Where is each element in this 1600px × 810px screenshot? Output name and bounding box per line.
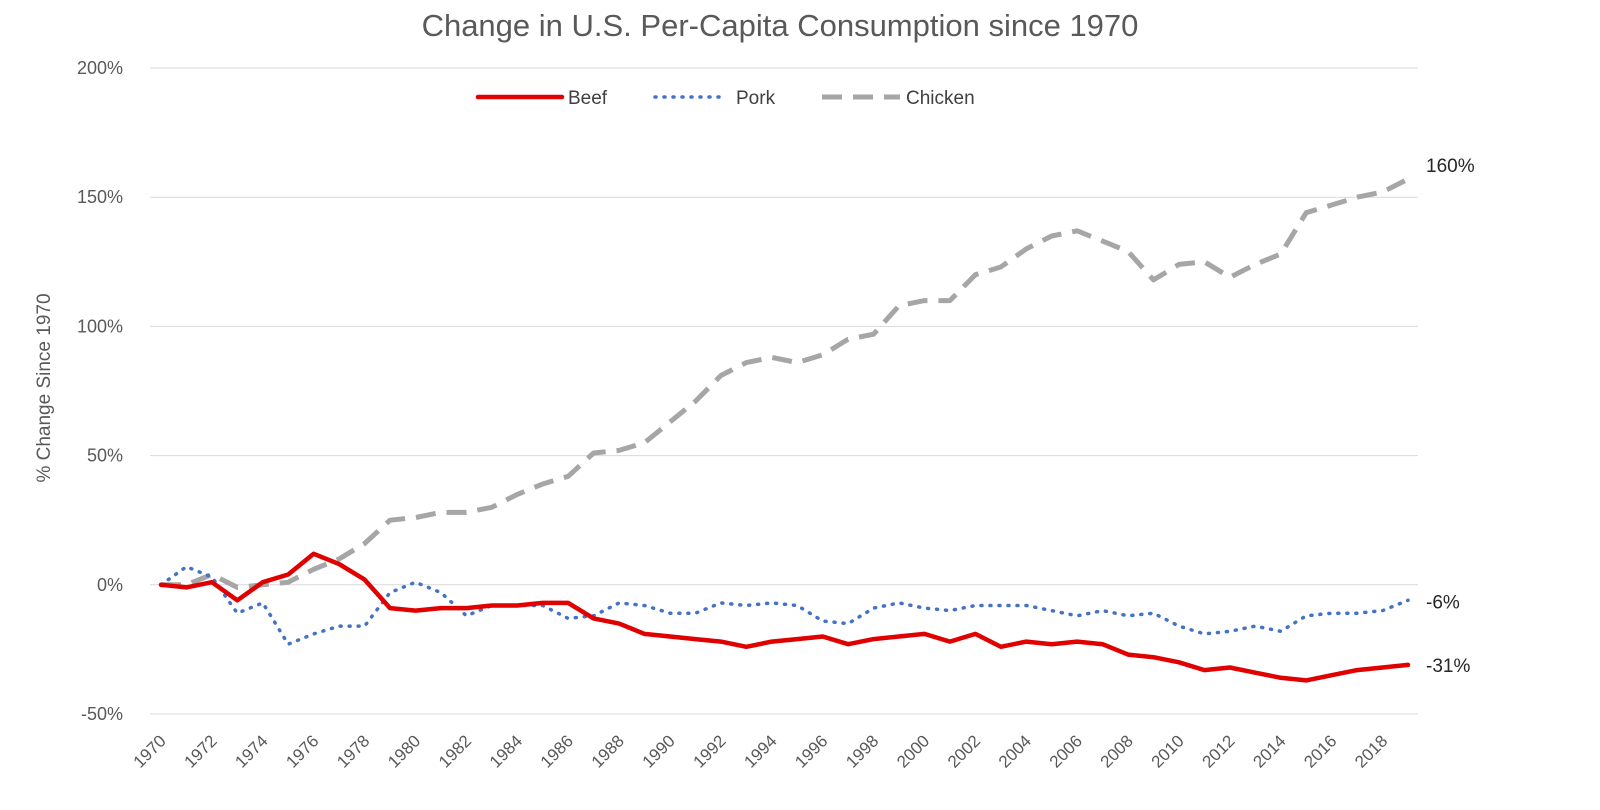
x-tick-label: 2010 (1148, 731, 1188, 771)
series-line-beef (158, 551, 1411, 683)
x-tick-label: 1982 (435, 731, 475, 771)
x-tick-label: 1994 (740, 731, 780, 771)
x-tick-label: 2004 (995, 731, 1035, 771)
legend-label-beef: Beef (568, 88, 608, 109)
x-tick-label: 1990 (639, 731, 679, 771)
y-axis-label: % Change Since 1970 (34, 293, 55, 482)
legend-label-pork: Pork (736, 88, 776, 109)
x-tick-label: 1988 (588, 731, 628, 771)
x-tick-label: 1992 (690, 731, 730, 771)
gridlines (150, 67, 1418, 715)
x-tick-label: 1978 (333, 731, 373, 771)
x-tick-label: 1972 (181, 731, 221, 771)
series-line-chicken (161, 176, 1410, 590)
x-tick-label: 1986 (537, 731, 577, 771)
y-tick-label: 0% (97, 575, 123, 595)
x-tick-label: 2006 (1046, 731, 1086, 771)
end-labels: -31% -6% 160% (1426, 156, 1475, 677)
x-tick-label: 2012 (1199, 731, 1239, 771)
x-tick-label: 2008 (1097, 731, 1137, 771)
x-tick-label: 2002 (944, 731, 984, 771)
end-label-chicken: 160% (1426, 156, 1475, 177)
y-tick-label: 50% (87, 446, 123, 466)
x-tick-label: 2016 (1300, 731, 1340, 771)
legend: Beef Pork Chicken (475, 88, 975, 109)
series-line-pork (159, 564, 1410, 646)
x-tick-label: 1974 (231, 731, 271, 771)
x-tick-label: 2000 (893, 731, 933, 771)
x-tick-label: 1984 (486, 731, 526, 771)
x-tick-label: 1980 (384, 731, 424, 771)
x-tick-label: 2014 (1249, 731, 1289, 771)
x-tick-label: 1976 (282, 731, 322, 771)
y-tick-label: -50% (81, 704, 123, 724)
y-tick-labels: -50% 0% 50% 100% 150% 200% (77, 58, 123, 724)
y-tick-label: 150% (77, 187, 123, 207)
x-tick-label: 1998 (842, 731, 882, 771)
end-label-beef: -31% (1426, 656, 1470, 677)
series-lines (158, 176, 1411, 683)
end-label-pork: -6% (1426, 592, 1460, 613)
legend-label-chicken: Chicken (906, 88, 975, 109)
x-tick-labels: 1970 1972 1974 1976 1978 1980 1982 1984 1986 1988… (130, 731, 1392, 771)
x-tick-label: 1996 (791, 731, 831, 771)
y-tick-label: 100% (77, 316, 123, 336)
x-tick-label: 2018 (1351, 731, 1391, 771)
chart-title: Change in U.S. Per-Capita Consumption si… (422, 8, 1139, 43)
x-tick-label: 1970 (130, 731, 170, 771)
y-tick-label: 200% (77, 58, 123, 78)
